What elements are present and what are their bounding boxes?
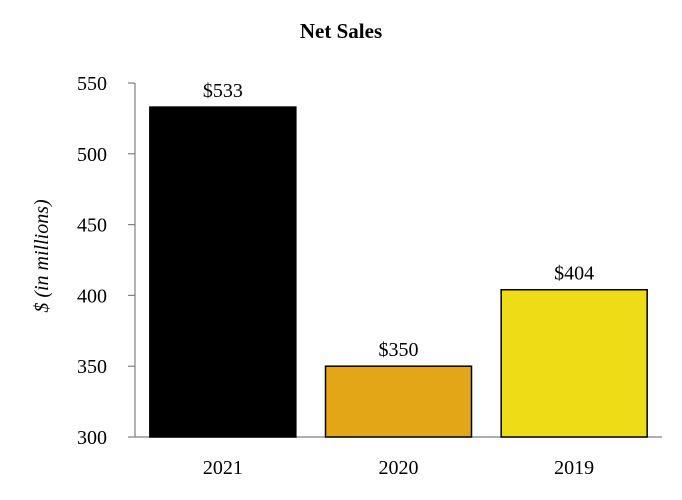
data-label-2019: $404 [554, 263, 594, 285]
y-tick-label: 500 [77, 144, 107, 166]
bar-2019 [500, 288, 648, 438]
x-tick-label-2019: 2019 [554, 457, 594, 479]
y-tick-label: 350 [77, 356, 107, 378]
chart-title: Net Sales [300, 19, 382, 43]
data-label-2020: $350 [379, 339, 419, 361]
y-axis-label: $ (in millions) [31, 199, 53, 313]
x-tick-label-2020: 2020 [379, 457, 419, 479]
data-label-2021: $533 [203, 80, 243, 102]
x-tick-label-2021: 2021 [203, 457, 243, 479]
bar-2020 [324, 365, 473, 438]
y-tick-label: 400 [77, 285, 107, 307]
y-tick-label: 450 [77, 215, 107, 237]
chart-marks: 300 350 400 450 500 550 $533 2021 $350 2020 $404 20… [77, 73, 662, 479]
y-tick-label: 550 [77, 73, 107, 95]
y-tick-label: 300 [77, 427, 107, 449]
bar-2021 [149, 106, 297, 438]
